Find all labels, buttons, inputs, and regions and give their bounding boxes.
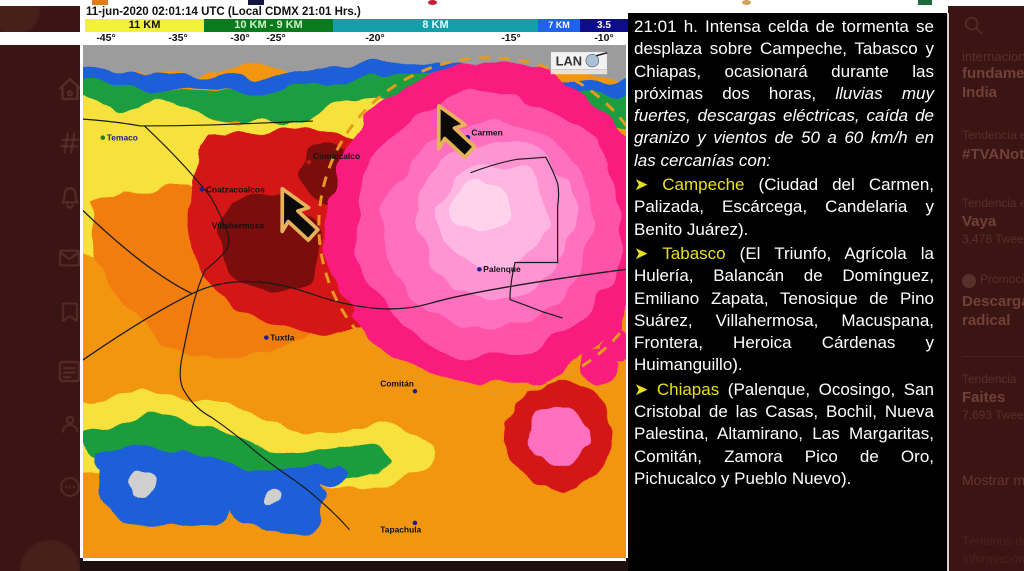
svg-text:Coatzacoalcos: Coatzacoalcos (206, 184, 265, 194)
svg-text:Temaco: Temaco (107, 133, 138, 143)
svg-text:LAN: LAN (556, 54, 582, 69)
svg-text:Carmen: Carmen (471, 128, 502, 138)
svg-text:Tapachula: Tapachula (380, 525, 421, 535)
svg-text:Comalcalco: Comalcalco (313, 151, 360, 161)
svg-text:Comitán: Comitán (380, 378, 414, 388)
svg-text:Palenque: Palenque (483, 264, 521, 274)
svg-text:Villahermosa: Villahermosa (212, 220, 265, 230)
svg-text:Tuxtla: Tuxtla (270, 333, 295, 343)
